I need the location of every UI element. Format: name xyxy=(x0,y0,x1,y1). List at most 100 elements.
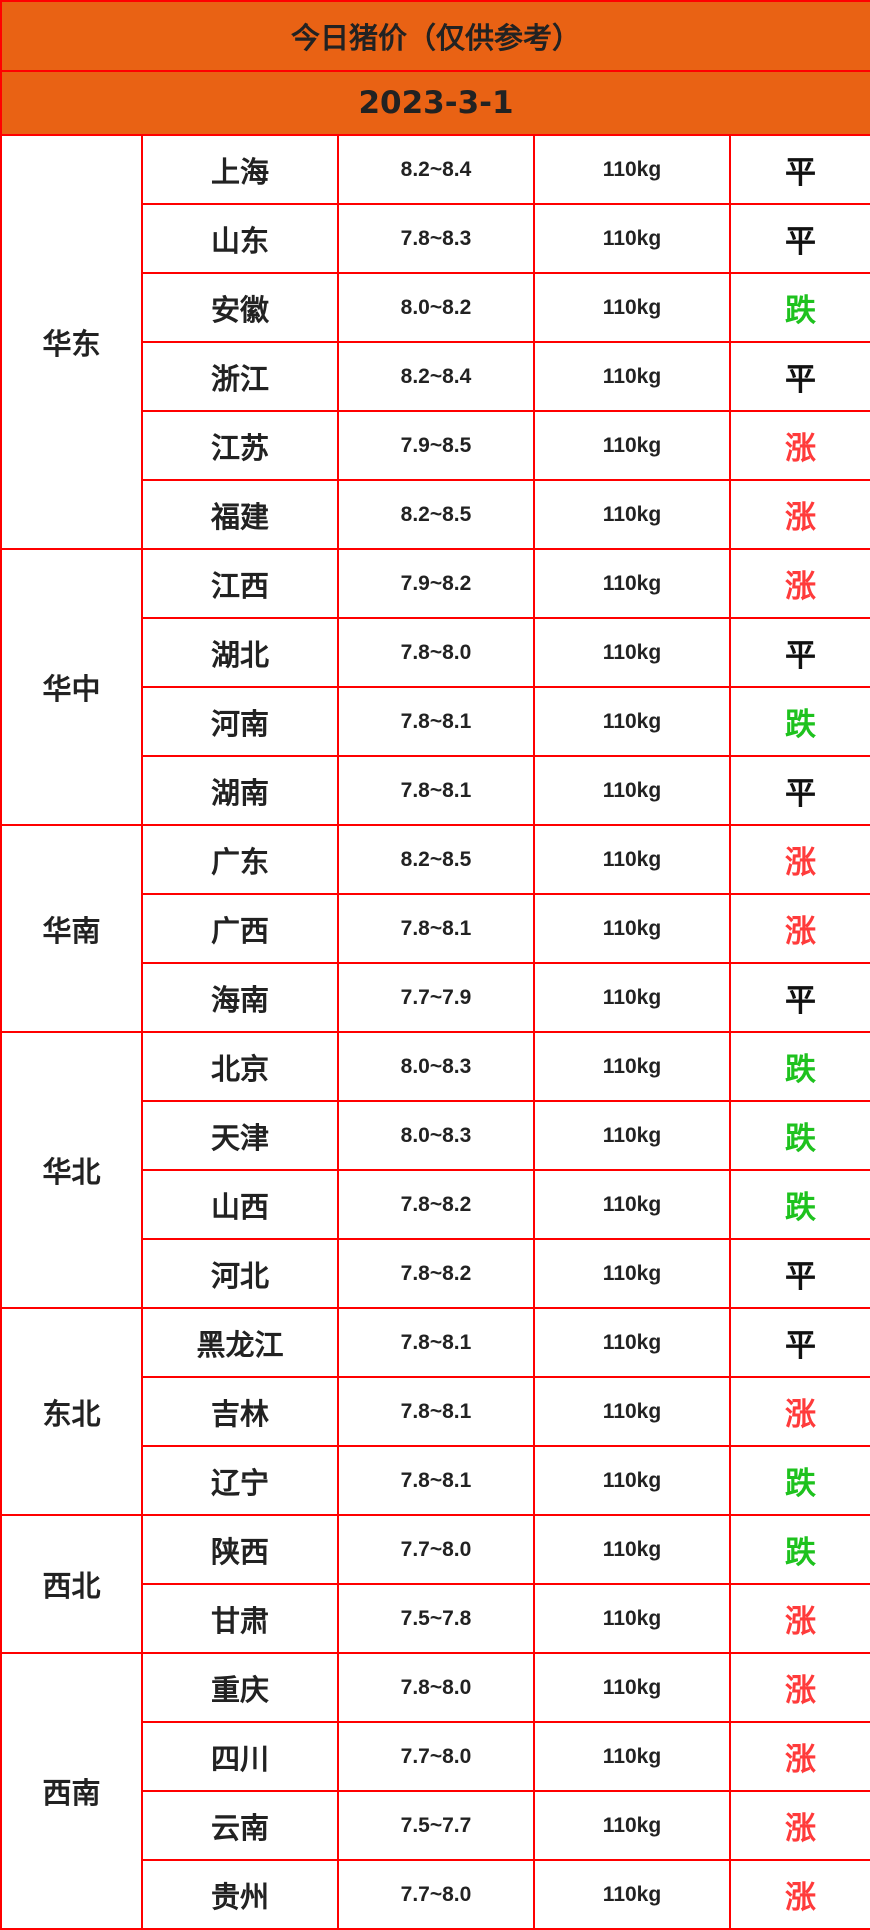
trend-cell: 平 xyxy=(728,134,870,205)
table-row: 安徽 8.0~8.2 110kg 跌 xyxy=(1,272,870,343)
price-cell: 8.0~8.2 xyxy=(337,272,535,343)
table-row: 福建 8.2~8.5 110kg 涨 xyxy=(1,479,870,550)
trend-cell: 跌 xyxy=(728,1169,870,1240)
trend-cell: 跌 xyxy=(728,1100,870,1171)
weight-cell: 110kg xyxy=(533,962,731,1033)
weight-cell: 110kg xyxy=(533,893,731,964)
weight-cell: 110kg xyxy=(533,1100,731,1171)
weight-cell: 110kg xyxy=(533,1652,731,1723)
trend-cell: 跌 xyxy=(728,686,870,757)
price-cell: 7.7~7.9 xyxy=(337,962,535,1033)
province-cell: 山西 xyxy=(141,1169,339,1240)
table-row: 贵州 7.7~8.0 110kg 涨 xyxy=(1,1859,870,1930)
weight-cell: 110kg xyxy=(533,1238,731,1309)
weight-cell: 110kg xyxy=(533,1859,731,1930)
trend-cell: 涨 xyxy=(728,824,870,895)
region-cell: 西北 xyxy=(0,1514,143,1654)
price-cell: 7.9~8.5 xyxy=(337,410,535,481)
weight-cell: 110kg xyxy=(533,686,731,757)
price-cell: 7.8~8.1 xyxy=(337,893,535,964)
price-cell: 7.5~7.8 xyxy=(337,1583,535,1654)
table-row: 华中 江西 7.9~8.2 110kg 涨 xyxy=(0,548,870,826)
province-cell: 黑龙江 xyxy=(141,1307,339,1378)
province-cell: 湖南 xyxy=(141,755,339,826)
price-cell: 7.7~8.0 xyxy=(337,1859,535,1930)
table-row: 西南 重庆 7.8~8.0 110kg 涨 xyxy=(0,1652,870,1930)
weight-cell: 110kg xyxy=(533,203,731,274)
trend-cell: 涨 xyxy=(728,893,870,964)
province-cell: 海南 xyxy=(141,962,339,1033)
weight-cell: 110kg xyxy=(533,1721,731,1792)
table-row: 华南 广东 8.2~8.5 110kg 涨 xyxy=(0,824,870,1033)
region-cell: 华东 xyxy=(0,134,143,550)
price-cell: 8.0~8.3 xyxy=(337,1100,535,1171)
trend-cell: 涨 xyxy=(728,1652,870,1723)
price-cell: 7.8~8.1 xyxy=(337,1307,535,1378)
price-cell: 7.8~8.1 xyxy=(337,686,535,757)
trend-cell: 平 xyxy=(728,341,870,412)
table-row: 湖南 7.8~8.1 110kg 平 xyxy=(1,755,870,826)
province-cell: 上海 xyxy=(141,134,339,205)
table-row: 云南 7.5~7.7 110kg 涨 xyxy=(1,1790,870,1861)
trend-cell: 涨 xyxy=(728,548,870,619)
weight-cell: 110kg xyxy=(533,1376,731,1447)
trend-cell: 平 xyxy=(728,1307,870,1378)
trend-cell: 涨 xyxy=(728,1376,870,1447)
province-cell: 云南 xyxy=(141,1790,339,1861)
province-cell: 吉林 xyxy=(141,1376,339,1447)
province-cell: 河南 xyxy=(141,686,339,757)
weight-cell: 110kg xyxy=(533,479,731,550)
province-cell: 天津 xyxy=(141,1100,339,1171)
table-row: 河南 7.8~8.1 110kg 跌 xyxy=(1,686,870,757)
weight-cell: 110kg xyxy=(533,1583,731,1654)
trend-cell: 涨 xyxy=(728,410,870,481)
price-cell: 8.2~8.4 xyxy=(337,134,535,205)
trend-cell: 平 xyxy=(728,755,870,826)
price-cell: 7.8~8.0 xyxy=(337,1652,535,1723)
trend-cell: 平 xyxy=(728,1238,870,1309)
province-cell: 陕西 xyxy=(141,1514,339,1585)
weight-cell: 110kg xyxy=(533,1790,731,1861)
trend-cell: 跌 xyxy=(728,1031,870,1102)
province-cell: 辽宁 xyxy=(141,1445,339,1516)
province-cell: 山东 xyxy=(141,203,339,274)
page-title: 今日猪价（仅供参考） xyxy=(0,0,870,72)
weight-cell: 110kg xyxy=(533,1514,731,1585)
price-cell: 8.0~8.3 xyxy=(337,1031,535,1102)
price-cell: 7.8~8.3 xyxy=(337,203,535,274)
trend-cell: 涨 xyxy=(728,1721,870,1792)
province-cell: 甘肃 xyxy=(141,1583,339,1654)
price-cell: 7.7~8.0 xyxy=(337,1514,535,1585)
price-cell: 8.2~8.4 xyxy=(337,341,535,412)
trend-cell: 涨 xyxy=(728,479,870,550)
weight-cell: 110kg xyxy=(533,1031,731,1102)
weight-cell: 110kg xyxy=(533,410,731,481)
trend-cell: 跌 xyxy=(728,272,870,343)
price-cell: 7.5~7.7 xyxy=(337,1790,535,1861)
table-row: 天津 8.0~8.3 110kg 跌 xyxy=(1,1100,870,1171)
province-cell: 福建 xyxy=(141,479,339,550)
trend-cell: 平 xyxy=(728,203,870,274)
table-row: 辽宁 7.8~8.1 110kg 跌 xyxy=(1,1445,870,1516)
table-row: 西北 陕西 7.7~8.0 110kg 跌 xyxy=(0,1514,870,1654)
price-cell: 7.8~8.2 xyxy=(337,1169,535,1240)
price-cell: 7.8~8.2 xyxy=(337,1238,535,1309)
table-row: 江苏 7.9~8.5 110kg 涨 xyxy=(1,410,870,481)
trend-cell: 涨 xyxy=(728,1859,870,1930)
price-cell: 8.2~8.5 xyxy=(337,479,535,550)
table-row: 华北 北京 8.0~8.3 110kg 跌 xyxy=(0,1031,870,1309)
province-cell: 湖北 xyxy=(141,617,339,688)
weight-cell: 110kg xyxy=(533,1445,731,1516)
table-row: 东北 黑龙江 7.8~8.1 110kg 平 xyxy=(0,1307,870,1516)
table-row: 吉林 7.8~8.1 110kg 涨 xyxy=(1,1376,870,1447)
province-cell: 江西 xyxy=(141,548,339,619)
table-row: 华东 上海 8.2~8.4 110kg 平 xyxy=(0,134,870,550)
trend-cell: 跌 xyxy=(728,1445,870,1516)
province-cell: 浙江 xyxy=(141,341,339,412)
weight-cell: 110kg xyxy=(533,134,731,205)
table-row: 湖北 7.8~8.0 110kg 平 xyxy=(1,617,870,688)
trend-cell: 平 xyxy=(728,617,870,688)
price-cell: 7.9~8.2 xyxy=(337,548,535,619)
weight-cell: 110kg xyxy=(533,755,731,826)
